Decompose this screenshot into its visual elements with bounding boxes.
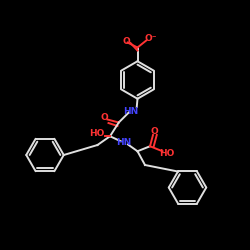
Text: O: O [122, 37, 130, 46]
Text: O: O [100, 113, 108, 122]
Text: O⁻: O⁻ [144, 34, 157, 42]
Text: O: O [150, 128, 158, 136]
Text: HO: HO [89, 129, 104, 138]
Text: HN: HN [124, 107, 139, 116]
Text: HN: HN [116, 138, 132, 147]
Text: HO: HO [159, 149, 175, 158]
